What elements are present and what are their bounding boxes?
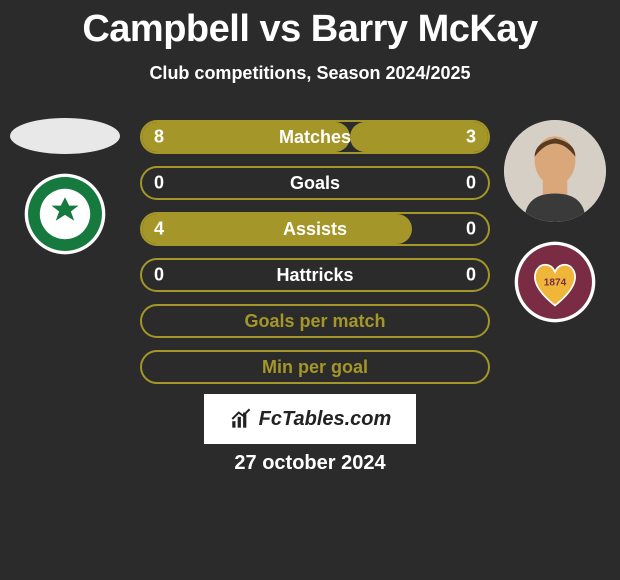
stat-value-left: 4	[154, 219, 164, 240]
crest-svg	[23, 172, 107, 256]
stat-row: Min per goal	[140, 350, 490, 384]
stat-label: Min per goal	[262, 357, 368, 378]
left-player-column	[10, 118, 120, 256]
stat-value-right: 3	[466, 127, 476, 148]
stat-row: 4 0 Assists	[140, 212, 490, 246]
stat-value-left: 0	[154, 173, 164, 194]
stat-label: Hattricks	[276, 265, 353, 286]
stat-row: 0 0 Hattricks	[140, 258, 490, 292]
crest-svg: 1874	[513, 240, 597, 324]
stat-label: Matches	[279, 127, 351, 148]
right-player-column: 1874	[500, 120, 610, 324]
stat-label: Assists	[283, 219, 347, 240]
stat-label: Goals	[290, 173, 340, 194]
page-title: Campbell vs Barry McKay	[0, 0, 620, 51]
fctables-watermark: FcTables.com	[204, 394, 416, 444]
chart-icon	[229, 406, 255, 432]
left-player-avatar	[10, 118, 120, 154]
crest-year: 1874	[544, 277, 567, 288]
date-label: 27 october 2024	[0, 452, 620, 475]
hearts-crest-icon: 1874	[513, 240, 597, 324]
footer-text: FcTables.com	[259, 408, 392, 431]
stat-value-left: 8	[154, 127, 164, 148]
stat-value-left: 0	[154, 265, 164, 286]
stat-row: 8 3 Matches	[140, 120, 490, 154]
right-player-avatar	[504, 120, 606, 222]
avatar-placeholder-icon	[504, 120, 606, 222]
stat-label: Goals per match	[244, 311, 385, 332]
stat-value-right: 0	[466, 265, 476, 286]
bar-fill-left	[142, 214, 412, 244]
stat-value-right: 0	[466, 219, 476, 240]
stat-row: Goals per match	[140, 304, 490, 338]
stat-value-right: 0	[466, 173, 476, 194]
stat-bars: 8 3 Matches 0 0 Goals 4 0 Assists 0 0 Hattricks Goal…	[140, 120, 490, 396]
hibernian-crest-icon	[23, 172, 107, 256]
stat-row: 0 0 Goals	[140, 166, 490, 200]
subtitle: Club competitions, Season 2024/2025	[0, 63, 620, 84]
